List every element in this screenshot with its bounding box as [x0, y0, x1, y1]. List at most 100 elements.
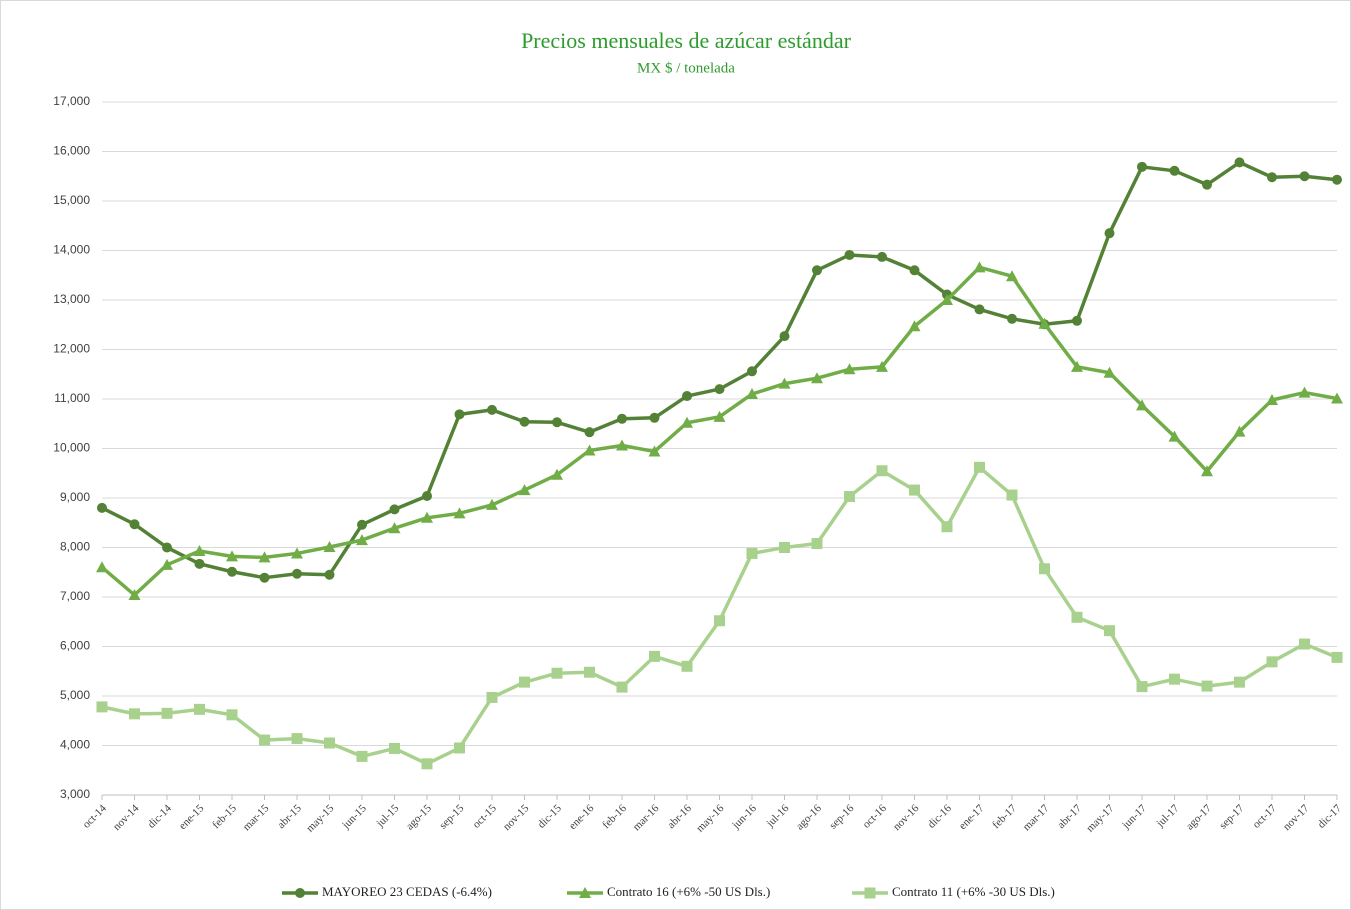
- y-tick-label: 13,000: [53, 292, 90, 306]
- data-point: [1169, 165, 1180, 176]
- data-point: [227, 566, 237, 577]
- data-point: [1234, 676, 1245, 688]
- data-point: [226, 709, 238, 721]
- data-point: [421, 758, 433, 770]
- data-point: [1234, 157, 1245, 168]
- data-point: [1007, 313, 1017, 324]
- data-point: [617, 413, 627, 424]
- y-tick-label: 5,000: [60, 688, 90, 702]
- data-point: [973, 261, 986, 273]
- data-point: [877, 251, 887, 262]
- data-point: [518, 484, 531, 496]
- data-point: [843, 363, 856, 375]
- data-point: [682, 391, 692, 402]
- data-point: [1104, 228, 1115, 239]
- legend-marker: [864, 887, 876, 899]
- data-point: [356, 750, 368, 762]
- data-point: [291, 547, 303, 559]
- chart-subtitle: MX $ / tonelada: [637, 60, 735, 76]
- data-point: [648, 445, 661, 457]
- data-point: [747, 366, 757, 377]
- data-point: [844, 491, 855, 503]
- data-point: [324, 569, 335, 580]
- data-point: [1169, 673, 1180, 685]
- data-point: [97, 502, 107, 513]
- data-point: [259, 572, 270, 583]
- data-point: [226, 550, 238, 562]
- y-tick-label: 15,000: [53, 193, 90, 207]
- data-point: [778, 377, 791, 389]
- data-point: [421, 511, 433, 523]
- data-point: [129, 708, 140, 720]
- data-point: [779, 542, 790, 553]
- data-point: [812, 265, 822, 276]
- data-point: [1299, 171, 1310, 182]
- y-tick-label: 12,000: [53, 342, 90, 356]
- data-point: [552, 417, 562, 428]
- data-point: [1038, 317, 1051, 329]
- data-point: [844, 249, 855, 260]
- data-point: [486, 691, 498, 703]
- y-tick-label: 17,000: [53, 94, 90, 108]
- y-tick-label: 16,000: [53, 144, 90, 158]
- data-point: [583, 444, 596, 456]
- data-point: [941, 294, 953, 305]
- data-point: [909, 484, 920, 496]
- y-tick-label: 4,000: [60, 738, 90, 752]
- data-point: [193, 544, 206, 556]
- data-point: [1202, 179, 1212, 190]
- data-point: [1201, 465, 1213, 477]
- data-point: [1137, 161, 1147, 172]
- data-point: [681, 660, 693, 672]
- data-point: [811, 372, 823, 384]
- data-point: [714, 615, 725, 627]
- data-point: [194, 703, 205, 715]
- data-point: [1299, 638, 1310, 650]
- data-point: [1266, 656, 1278, 668]
- y-tick-label: 6,000: [60, 639, 90, 653]
- data-point: [681, 416, 693, 428]
- data-point: [162, 542, 172, 553]
- legend-label: Contrato 16 (+6% -50 US Dls.): [607, 884, 770, 899]
- data-point: [649, 650, 660, 662]
- data-point: [1298, 386, 1311, 398]
- data-point: [1006, 270, 1018, 282]
- y-tick-label: 8,000: [60, 540, 90, 554]
- data-point: [129, 519, 140, 530]
- data-point: [584, 427, 595, 438]
- data-point: [422, 491, 432, 502]
- data-point: [551, 468, 563, 480]
- data-point: [746, 547, 758, 559]
- data-point: [519, 416, 530, 427]
- data-point: [811, 538, 823, 550]
- data-point: [1332, 174, 1342, 185]
- y-tick-label: 11,000: [54, 391, 90, 405]
- data-point: [1006, 489, 1018, 501]
- data-point: [96, 701, 108, 713]
- data-point: [1104, 625, 1115, 637]
- data-point: [357, 519, 367, 530]
- data-point: [323, 541, 336, 553]
- data-point: [258, 551, 271, 563]
- data-point: [1103, 366, 1116, 378]
- y-tick-label: 7,000: [60, 589, 90, 603]
- data-point: [1071, 360, 1083, 372]
- data-point: [876, 360, 888, 372]
- data-point: [616, 439, 628, 451]
- data-point: [1071, 611, 1083, 623]
- data-point: [519, 676, 530, 688]
- data-point: [389, 504, 400, 515]
- y-tick-label: 3,000: [60, 787, 90, 801]
- data-point: [1266, 393, 1278, 405]
- legend-label: MAYOREO 23 CEDAS (-6.4%): [322, 884, 492, 899]
- data-point: [1072, 315, 1082, 326]
- data-point: [259, 734, 270, 746]
- data-point: [128, 589, 141, 601]
- data-point: [1267, 172, 1277, 183]
- data-point: [649, 412, 660, 423]
- data-point: [1331, 651, 1343, 663]
- data-point: [453, 507, 466, 519]
- data-point: [486, 498, 498, 510]
- data-point: [292, 568, 302, 579]
